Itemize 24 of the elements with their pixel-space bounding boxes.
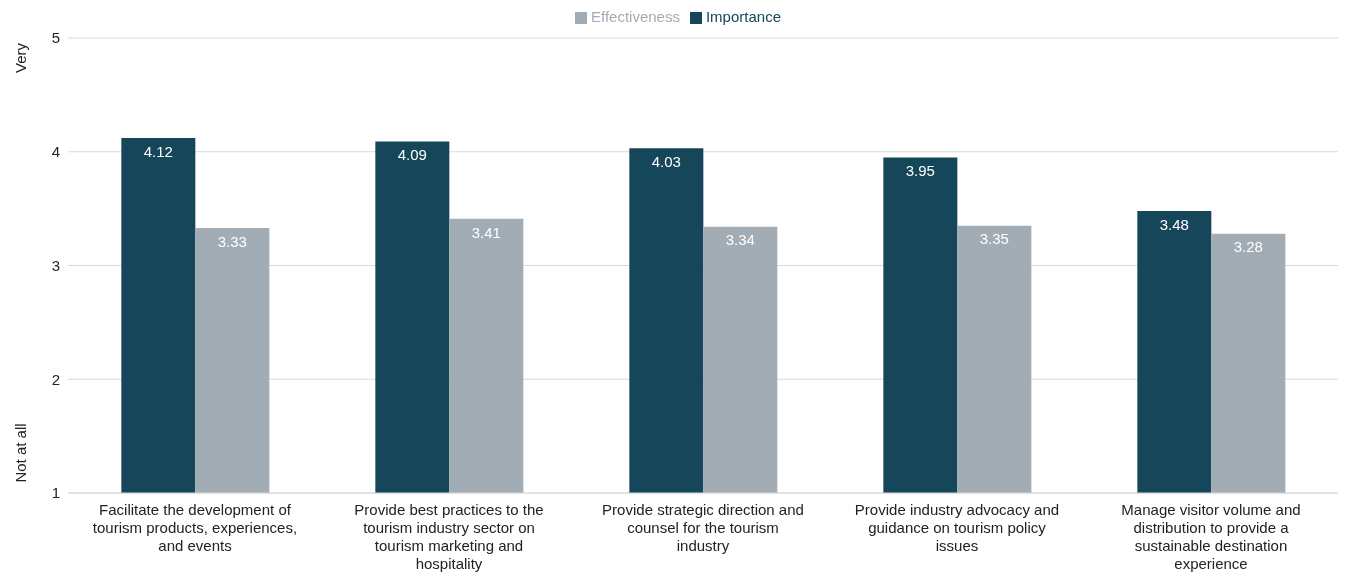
- text: Not at all: [11, 423, 29, 483]
- legend-label: Effectiveness: [591, 8, 680, 25]
- y-tick-label: 1: [51, 484, 60, 502]
- y-tick-label: 5: [51, 29, 60, 47]
- y-tick-label: 2: [51, 370, 60, 388]
- x-tick-label: Provide strategic direction and counsel for the tourism industry: [602, 501, 804, 554]
- data-label: 4.09: [397, 146, 427, 164]
- text: Very: [11, 42, 29, 74]
- data-label: 3.33: [217, 232, 247, 250]
- data-label: 3.95: [905, 162, 935, 180]
- data-label: 3.41: [471, 223, 501, 241]
- data-label: 4.12: [143, 142, 173, 160]
- legend-label: Importance: [705, 8, 781, 25]
- data-label: 3.34: [725, 231, 755, 249]
- data-label: 3.28: [1233, 238, 1263, 256]
- y-tick-label: 4: [51, 143, 60, 161]
- x-tick-label: Facilitate the development of tourism products, experiences, and events: [92, 501, 298, 554]
- y-tick-label: 3: [51, 256, 60, 274]
- data-label: 3.35: [979, 230, 1009, 248]
- x-tick-label: Provide best practices to the tourism industry sector on tourism marketing and hospitality: [354, 501, 544, 572]
- data-label: 3.48: [1159, 215, 1189, 233]
- x-tick-label: Provide industry advocacy and guidance on tourism policy issues: [854, 501, 1060, 554]
- data-label: 4.03: [651, 152, 681, 170]
- x-tick-label: Manage visitor volume and distribution to provide a sustainable destination experience: [1121, 501, 1301, 572]
